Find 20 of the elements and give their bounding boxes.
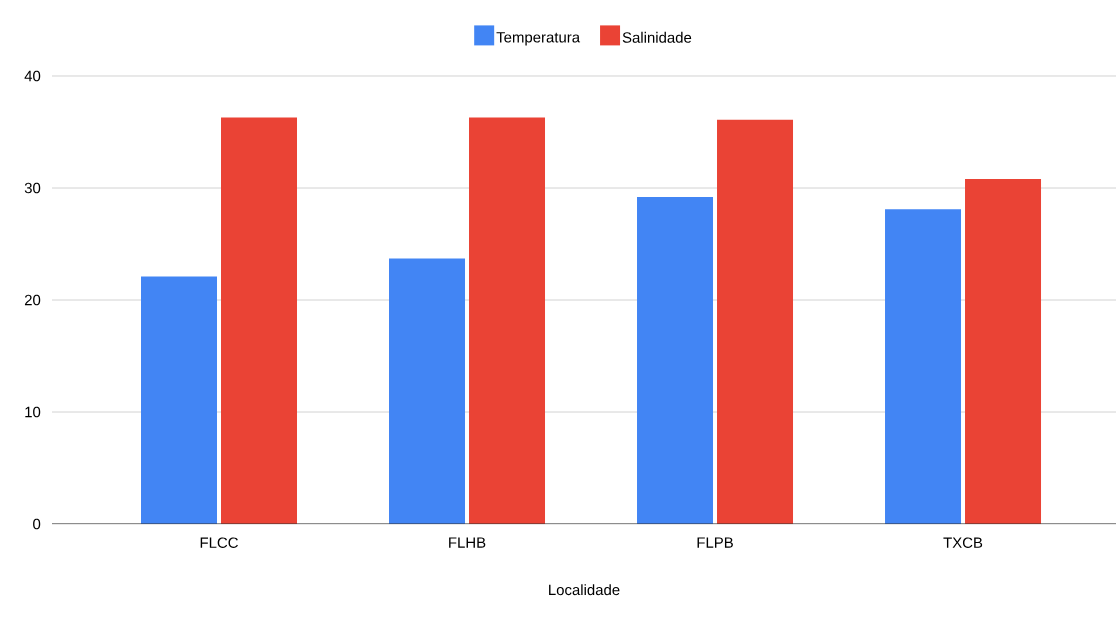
y-tick-label: 20	[24, 294, 41, 306]
x-tick-label: FLPB	[697, 537, 733, 548]
bar	[469, 117, 546, 524]
y-tick-label: 0	[33, 518, 41, 530]
bar	[885, 209, 962, 524]
y-tick-label: 10	[25, 406, 41, 418]
bar	[965, 179, 1042, 524]
bar	[637, 196, 714, 524]
x-tick-label: FLCC	[200, 537, 238, 549]
x-tick-label: TXCB	[943, 537, 983, 549]
legend-label: Temperatura	[496, 32, 581, 46]
legend-label: Salinidade	[622, 31, 692, 43]
y-tick-label: 40	[24, 70, 41, 82]
bar	[717, 119, 794, 524]
bar	[389, 258, 466, 524]
bar	[141, 276, 217, 524]
x-axis-title: Localidade	[549, 584, 620, 596]
bar	[221, 117, 297, 524]
y-tick-label: 30	[24, 182, 41, 194]
x-tick-label: FLHB	[449, 537, 486, 548]
